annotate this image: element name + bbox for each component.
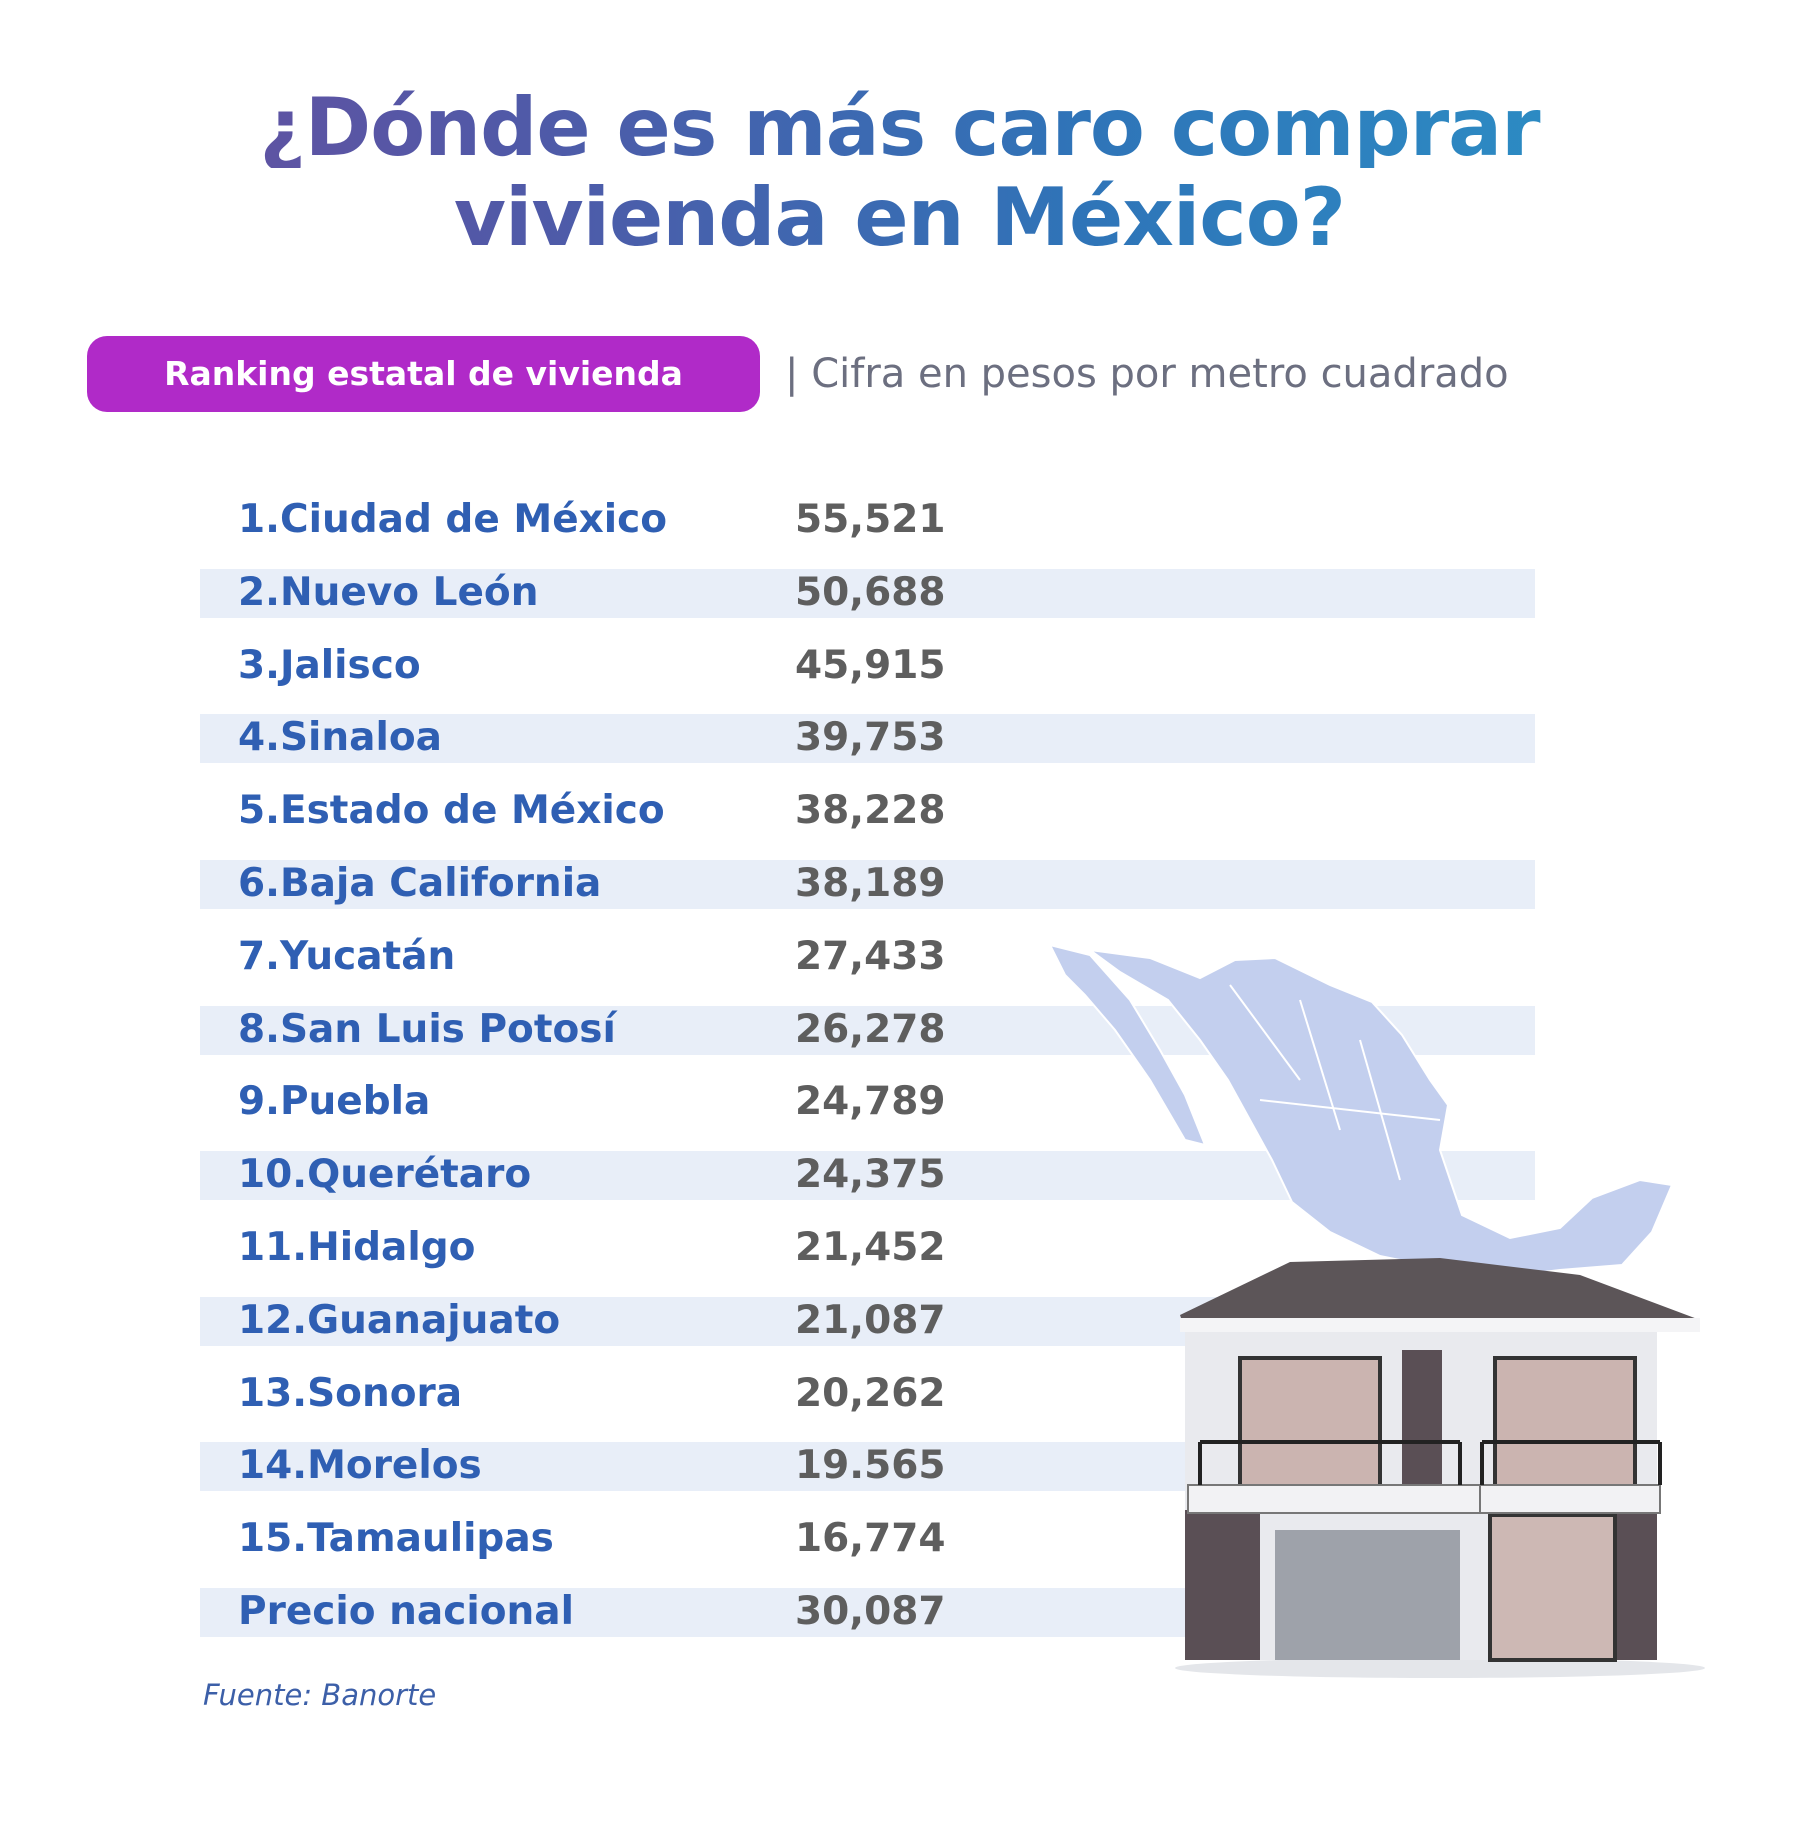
subtitle: | Cifra en pesos por metro cuadrado xyxy=(785,351,1509,397)
row-value: 27,433 xyxy=(795,933,946,979)
row-value: 16,774 xyxy=(795,1516,946,1562)
row-label: 6.Baja California xyxy=(238,861,602,906)
row-value: 55,521 xyxy=(795,497,946,542)
row-label: 1.Ciudad de México xyxy=(238,497,668,542)
row-label: 3.Jalisco xyxy=(238,642,421,688)
row-band xyxy=(200,568,1535,618)
title-line: vivienda en México? xyxy=(0,178,1799,258)
row-value: 21,452 xyxy=(795,1225,946,1270)
row-label: Precio nacional xyxy=(238,1589,574,1634)
row-value: 26,278 xyxy=(795,1006,946,1052)
row-value: 45,915 xyxy=(795,642,946,688)
row-label: 2.Nuevo León xyxy=(238,569,539,615)
row-value: 38,189 xyxy=(795,861,946,906)
row-band xyxy=(200,714,1535,764)
row-value: 50,688 xyxy=(795,569,946,615)
row-label: 8.San Luis Potosí xyxy=(238,1006,616,1052)
row-value: 38,228 xyxy=(795,788,946,834)
row-label: 10.Querétaro xyxy=(238,1152,532,1198)
title-line: ¿Dónde es más caro comprar xyxy=(0,88,1799,168)
row-value: 39,753 xyxy=(795,715,946,761)
row-label: 5.Estado de México xyxy=(238,788,665,834)
badge: Ranking estatal de vivienda xyxy=(87,336,760,412)
mexico-map xyxy=(1048,943,1674,1278)
house xyxy=(1175,1258,1705,1678)
row-label: 15.Tamaulipas xyxy=(238,1516,554,1562)
row-value: 24,789 xyxy=(795,1079,946,1125)
row-value: 19.565 xyxy=(795,1443,946,1489)
row-value: 21,087 xyxy=(795,1297,946,1343)
row-label: 14.Morelos xyxy=(238,1443,482,1489)
row-label: 4.Sinaloa xyxy=(238,715,442,761)
row-label: 9.Puebla xyxy=(238,1079,431,1125)
row-label: 13.Sonora xyxy=(238,1370,463,1416)
row-value: 24,375 xyxy=(795,1152,946,1198)
row-value: 30,087 xyxy=(795,1589,946,1634)
row-label: 12.Guanajuato xyxy=(238,1297,561,1343)
source: Fuente: Banorte xyxy=(203,1678,437,1712)
row-band xyxy=(200,860,1535,909)
row-label: 11.Hidalgo xyxy=(238,1225,476,1270)
row-value: 20,262 xyxy=(795,1370,946,1416)
row-label: 7.Yucatán xyxy=(238,933,456,979)
